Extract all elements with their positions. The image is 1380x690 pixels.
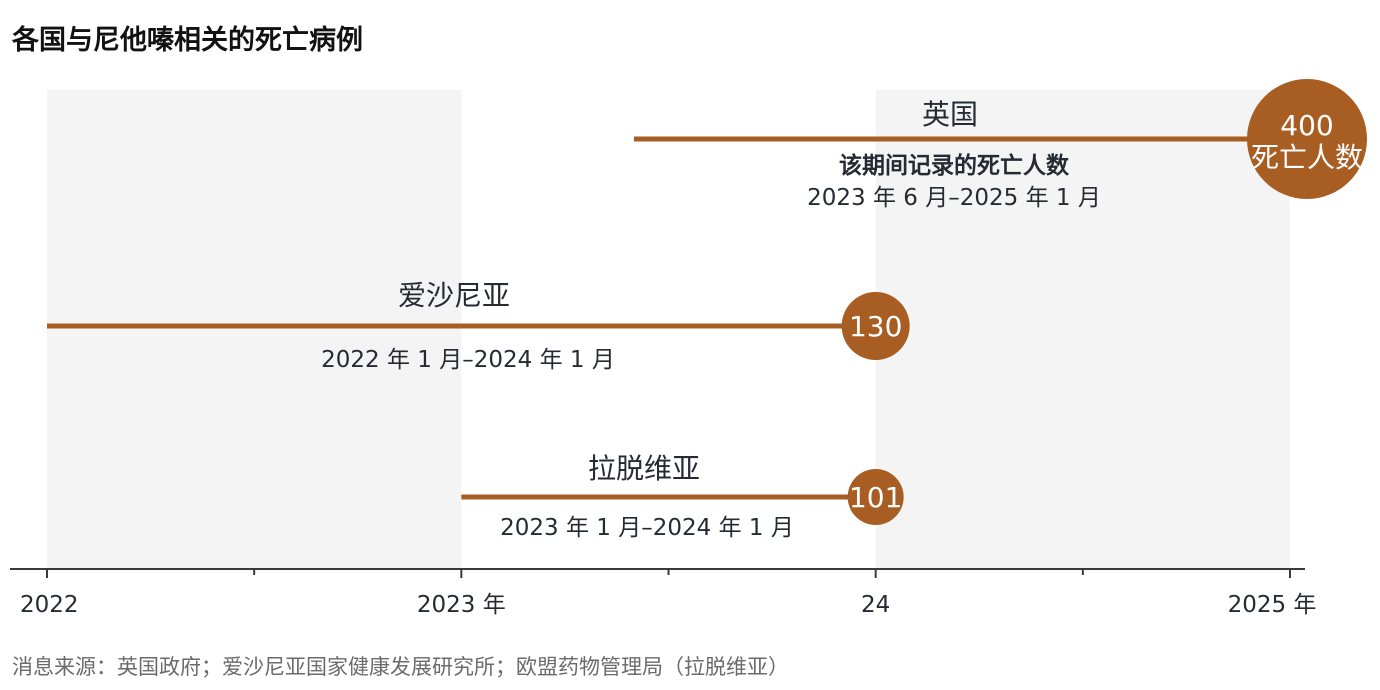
series-1: 130 爱沙尼亚 2022 年 1 月–2024 年 1 月	[47, 279, 910, 373]
value-bubble	[1247, 79, 1367, 199]
series-2: 101 拉脱维亚 2023 年 1 月–2024 年 1 月	[461, 452, 904, 541]
series-name: 爱沙尼亚	[398, 279, 510, 312]
x-tick-label: 2025 年	[1228, 592, 1317, 618]
value-sublabel: 死亡人数	[1251, 141, 1363, 174]
x-tick-label: 2023 年	[417, 592, 506, 618]
value-label: 101	[849, 481, 902, 514]
chart-title: 各国与尼他嗪相关的死亡病例	[12, 25, 363, 56]
period-label: 2023 年 6 月–2025 年 1 月	[807, 185, 1101, 211]
shaded-band-1	[875, 90, 1290, 569]
x-tick-label: 2022	[20, 592, 79, 618]
series-note: 该期间记录的死亡人数	[839, 152, 1070, 179]
source-note: 消息来源：英国政府；爱沙尼亚国家健康发展研究所；欧盟药物管理局（拉脱维亚）	[12, 655, 789, 679]
shaded-year-bands	[47, 90, 1290, 569]
value-bubble	[841, 292, 910, 360]
shaded-band-0	[47, 90, 462, 569]
value-bubble	[847, 469, 904, 525]
x-tick-label: 24	[861, 592, 890, 618]
value-label: 400	[1280, 109, 1333, 142]
x-axis: 2022 2023 年 24 2025 年	[10, 568, 1317, 618]
period-label: 2023 年 1 月–2024 年 1 月	[500, 515, 794, 541]
period-label: 2022 年 1 月–2024 年 1 月	[321, 347, 615, 373]
series-name: 英国	[922, 98, 978, 131]
series-name: 拉脱维亚	[588, 452, 700, 485]
value-label: 130	[849, 310, 902, 343]
